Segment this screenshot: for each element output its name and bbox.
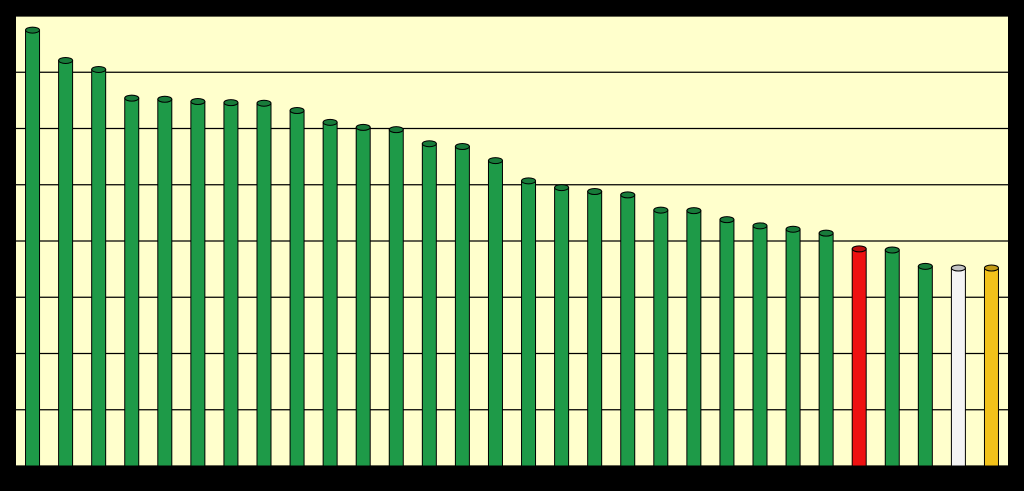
bar [58, 59, 74, 467]
bar [752, 225, 768, 467]
bar [487, 160, 503, 467]
bar [785, 228, 801, 467]
bar [653, 209, 669, 467]
bar [289, 110, 305, 467]
bar [950, 267, 966, 467]
bar-cap [421, 140, 437, 148]
bar [223, 102, 239, 467]
bar [421, 143, 437, 467]
bar [157, 98, 173, 467]
bar-cap [752, 222, 768, 230]
bar [818, 232, 834, 467]
bar [521, 180, 537, 467]
bar-cap [454, 143, 470, 150]
bar-cap [157, 95, 173, 103]
bar-cap [653, 206, 669, 214]
bar-cap [91, 65, 107, 73]
bar-cap [917, 262, 933, 270]
bar-cap [686, 207, 702, 215]
bar [355, 126, 371, 467]
bar [554, 187, 570, 467]
bar [256, 102, 272, 467]
bar [686, 210, 702, 467]
plot-area [16, 16, 1008, 468]
bar-cap [124, 94, 140, 102]
bar-cap [620, 191, 636, 199]
bar-cap [851, 245, 867, 253]
bar-cap [884, 246, 900, 254]
bar-cap [355, 123, 371, 131]
bar [719, 219, 735, 467]
bar [884, 249, 900, 467]
bar [587, 191, 603, 467]
bar [454, 146, 470, 467]
bar-cap [223, 99, 239, 107]
bar [388, 129, 404, 467]
bar-cap [322, 118, 338, 126]
bar [322, 121, 338, 467]
bar-cap [587, 188, 603, 195]
bar-cap [521, 177, 537, 185]
bar [851, 248, 867, 467]
bar [25, 29, 41, 467]
bar-cap [25, 26, 41, 34]
bar-cap [58, 56, 74, 64]
bar [91, 68, 107, 467]
bar-cap [256, 99, 272, 107]
bar-cap [983, 264, 999, 272]
bar [124, 97, 140, 467]
bar [620, 194, 636, 467]
bar-cap [719, 216, 735, 224]
bar [190, 101, 206, 467]
bar [917, 265, 933, 467]
bar-cap [388, 126, 404, 134]
bar-cap [554, 184, 570, 192]
baseline [16, 466, 1008, 470]
bar-cap [190, 98, 206, 105]
bar-cap [950, 264, 966, 272]
bar-cap [785, 225, 801, 233]
bar [983, 267, 999, 467]
bar-cap [487, 157, 503, 165]
bar-cap [818, 229, 834, 237]
bar-cap [289, 107, 305, 114]
